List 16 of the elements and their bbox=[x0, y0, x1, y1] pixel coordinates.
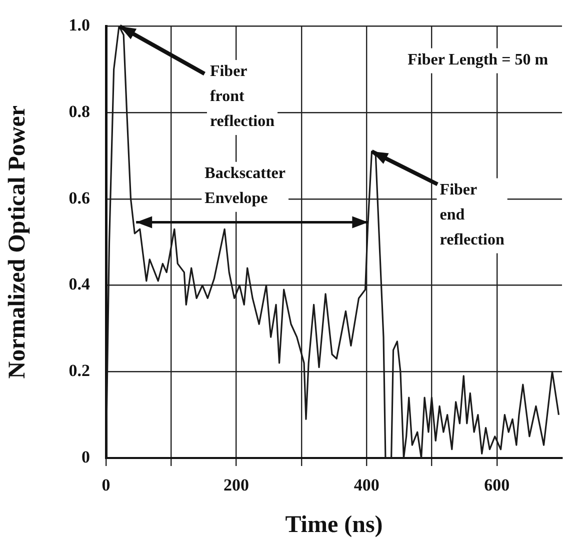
annotation: Fiber front reflection bbox=[210, 63, 275, 130]
x-tick-label: 600 bbox=[484, 476, 510, 495]
annotation: Fiber Length = 50 m bbox=[408, 51, 549, 68]
x-axis-title: Time (ns) bbox=[285, 512, 383, 538]
y-tick-label: 0.2 bbox=[68, 361, 90, 380]
x-tick-label: 0 bbox=[102, 476, 110, 495]
y-tick-label: 1.0 bbox=[68, 16, 90, 35]
y-axis-title: Normalized Optical Power bbox=[4, 105, 31, 379]
x-tick-label: 200 bbox=[224, 476, 250, 495]
annotation: Fiber end reflection bbox=[440, 181, 504, 248]
y-tick-label: 0.6 bbox=[68, 188, 90, 208]
y-tick-label: 0.8 bbox=[68, 102, 90, 121]
y-tick-label: 0.4 bbox=[68, 274, 90, 294]
x-tick-label: 400 bbox=[354, 476, 380, 495]
y-tick-label: 0 bbox=[82, 447, 90, 466]
annotation: Backscatter Envelope bbox=[204, 165, 286, 208]
